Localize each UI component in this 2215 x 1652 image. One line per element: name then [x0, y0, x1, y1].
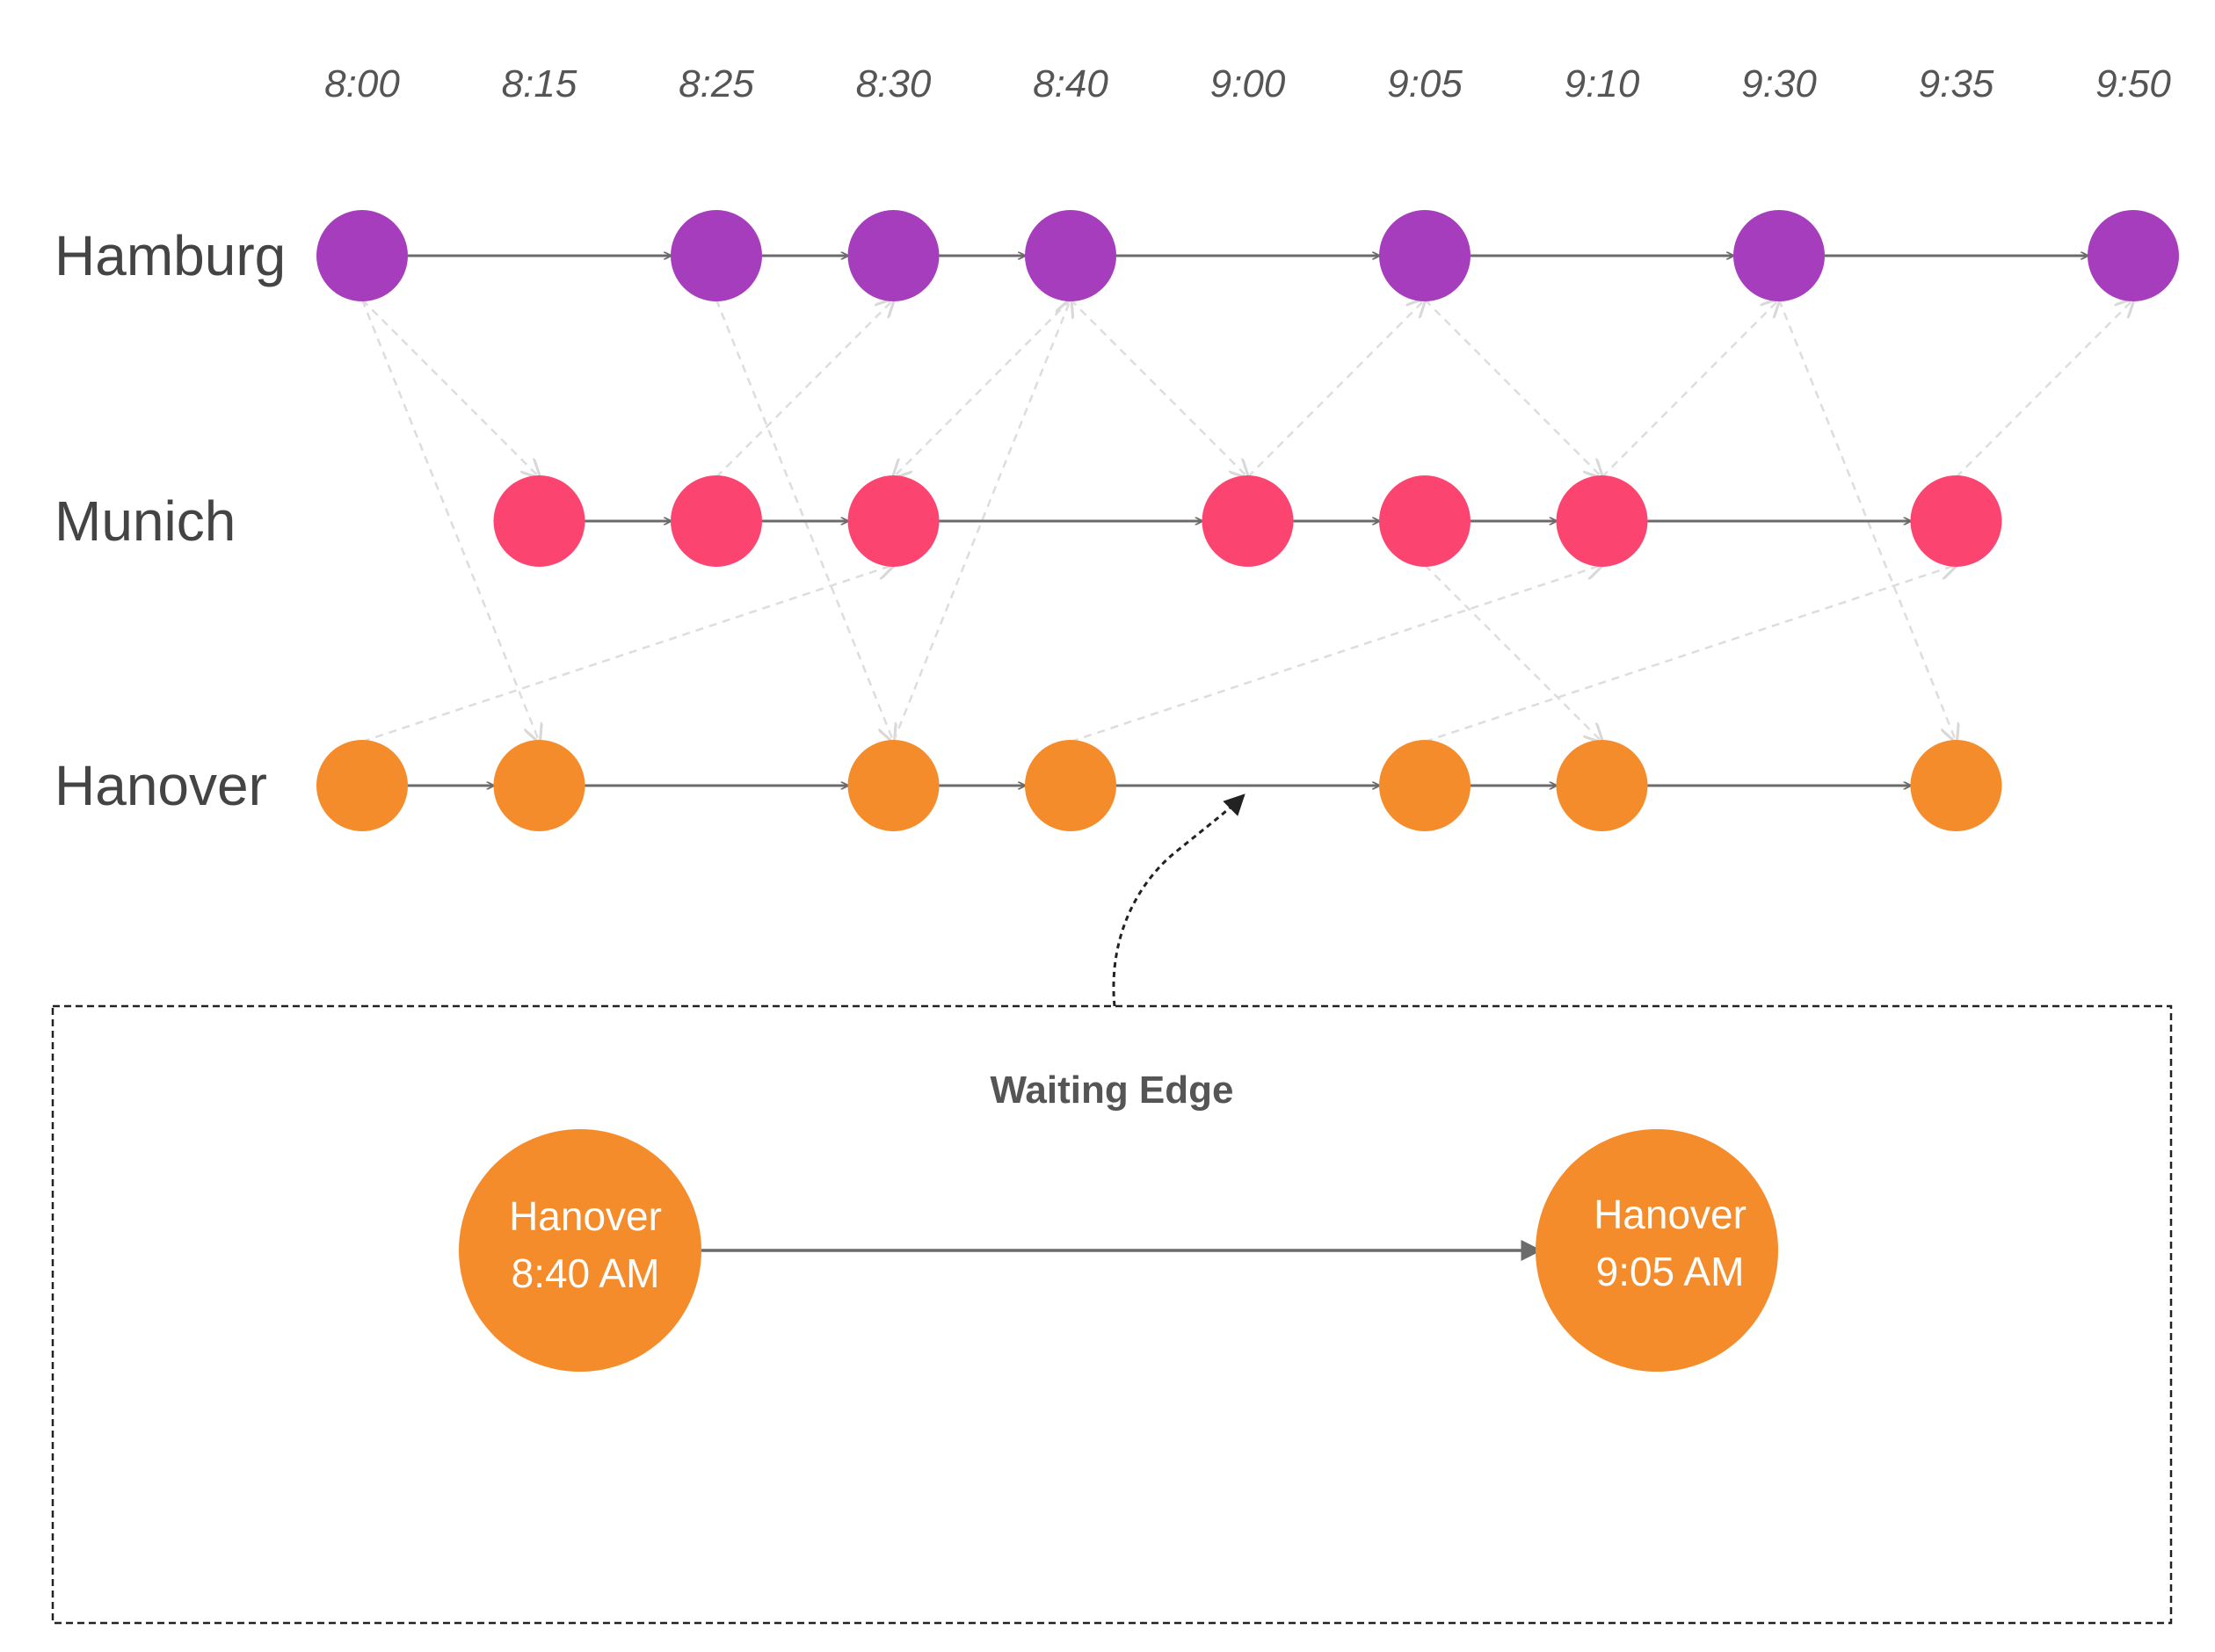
- time-label-8-40: 8:40: [1033, 62, 1108, 105]
- time-label-8-15: 8:15: [502, 62, 577, 105]
- time-label-8-25: 8:25: [679, 62, 754, 105]
- event-nodes: [316, 210, 2179, 831]
- node-hanover-8-00: [316, 740, 408, 831]
- node-hanover-8-15: [493, 740, 585, 831]
- transfer-edge-hamburg-8-40-to-munich-9-00: [1070, 299, 1248, 477]
- node-hamburg-9-50: [2088, 210, 2179, 301]
- transfer-edge-hamburg-9-30-to-hanover-9-35: [1777, 299, 1957, 742]
- node-hanover-9-35: [1910, 740, 2002, 831]
- inset-node-circle: [1536, 1129, 1778, 1372]
- node-hanover-9-10: [1556, 740, 1648, 831]
- waiting-edge-inset: Waiting Edge Hanover 8:40 AM Hanover 9:0…: [51, 1004, 2173, 1625]
- inset-node-time: 9:05 AM: [1596, 1249, 1745, 1294]
- transfer-edge-hamburg-8-25-to-hanover-8-30: [715, 299, 894, 742]
- node-hamburg-8-00: [316, 210, 408, 301]
- transfer-edge-munich-9-35-to-hamburg-9-50: [1955, 300, 2134, 478]
- time-label-9-05: 9:05: [1387, 62, 1463, 105]
- node-munich-8-30: [847, 475, 940, 567]
- node-munich-8-25: [671, 475, 762, 567]
- transfer-edge-hanover-8-30-to-hamburg-8-40: [892, 300, 1071, 743]
- node-munich-9-10: [1556, 475, 1648, 567]
- node-munich-9-00: [1202, 475, 1294, 567]
- node-hamburg-8-30: [847, 210, 940, 301]
- transfer-edges: [360, 299, 2134, 743]
- node-munich-9-05: [1379, 475, 1471, 567]
- time-label-8-30: 8:30: [856, 62, 932, 105]
- transfer-edge-hanover-9-05-to-munich-9-35: [1424, 565, 1957, 743]
- time-label-9-00: 9:00: [1210, 62, 1286, 105]
- transfer-edge-hanover-8-40-to-munich-9-10: [1070, 565, 1602, 743]
- transfer-edge-munich-9-10-to-hamburg-9-30: [1601, 300, 1780, 478]
- city-label-hamburg: Hamburg: [54, 224, 286, 287]
- node-hamburg-9-30: [1733, 210, 1825, 301]
- waiting-edges: [408, 256, 2088, 786]
- city-label-munich: Munich: [54, 489, 236, 553]
- time-label-9-35: 9:35: [1919, 62, 1994, 105]
- node-hanover-9-05: [1379, 740, 1471, 831]
- callout-arrow: [1112, 793, 1245, 1007]
- inset-node-circle: [459, 1129, 701, 1372]
- node-munich-9-35: [1910, 475, 2002, 567]
- inset-node-city: Hanover: [1594, 1192, 1747, 1237]
- time-label-8-00: 8:00: [324, 62, 400, 105]
- inset-node-time: 8:40 AM: [512, 1250, 660, 1296]
- time-label-9-10: 9:10: [1565, 62, 1640, 105]
- transfer-edge-hamburg-8-40-to-munich-8-30: [894, 299, 1071, 477]
- transfer-edge-hamburg-9-05-to-munich-9-10: [1424, 299, 1602, 477]
- time-label-9-30: 9:30: [1741, 62, 1817, 105]
- node-hanover-8-30: [847, 740, 940, 831]
- node-munich-8-15: [493, 475, 585, 567]
- city-labels: Hamburg Munich Hanover: [54, 224, 286, 817]
- transfer-edge-munich-9-05-to-hanover-9-10: [1424, 564, 1602, 742]
- node-hamburg-9-05: [1379, 210, 1471, 301]
- node-hanover-8-40: [1025, 740, 1116, 831]
- node-hamburg-8-40: [1025, 210, 1116, 301]
- node-hamburg-8-25: [671, 210, 762, 301]
- inset-title: Waiting Edge: [990, 1069, 1233, 1112]
- inset-node-hanover-905: Hanover 9:05 AM: [1536, 1129, 1778, 1372]
- city-label-hanover: Hanover: [54, 754, 267, 817]
- inset-frame: [51, 1004, 2173, 1625]
- transfer-edge-munich-9-00-to-hamburg-9-05: [1246, 300, 1426, 478]
- transfer-edge-hamburg-8-00-to-hanover-8-15: [360, 299, 540, 742]
- inset-node-city: Hanover: [509, 1193, 662, 1239]
- transfer-edge-munich-8-25-to-hamburg-8-30: [715, 300, 894, 478]
- transfer-edge-hamburg-8-00-to-munich-8-15: [361, 299, 540, 477]
- inset-node-hanover-840: Hanover 8:40 AM: [459, 1129, 701, 1372]
- transfer-edge-hanover-8-00-to-munich-8-30: [361, 565, 894, 743]
- time-label-9-50: 9:50: [2095, 62, 2171, 105]
- time-axis-header: 8:00 8:15 8:25 8:30 8:40 9:00 9:05 9:10 9:30 9:35…: [324, 62, 2171, 105]
